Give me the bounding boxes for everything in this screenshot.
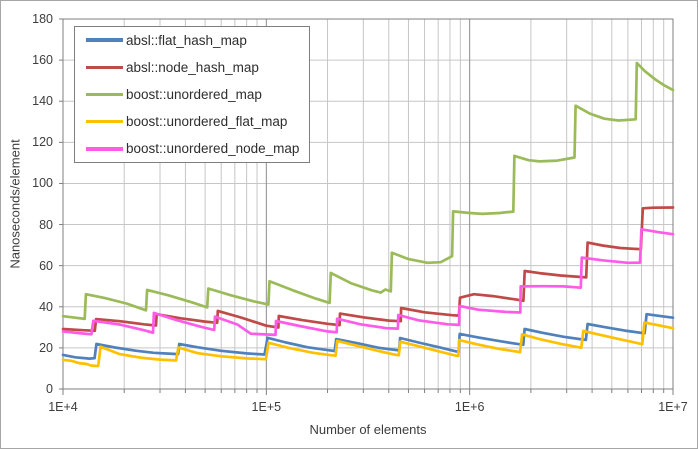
legend-label: boost::unordered_node_map bbox=[126, 141, 300, 157]
y-tick-label: 80 bbox=[39, 217, 53, 232]
legend-swatch bbox=[86, 119, 123, 124]
series-line-boost-unordered-flat-map bbox=[61, 321, 675, 368]
y-tick-label: 140 bbox=[32, 94, 53, 109]
legend-item-absl-node-hash-map: absl::node_hash_map bbox=[75, 54, 309, 81]
legend-swatch bbox=[86, 65, 123, 70]
legend-swatch bbox=[86, 38, 123, 42]
x-tick-label: 1E+7 bbox=[658, 400, 688, 414]
legend-item-boost-unordered-flat-map: boost::unordered_flat_map bbox=[75, 108, 309, 135]
y-tick-label: 120 bbox=[32, 135, 53, 150]
legend-item-absl-flat-hash-map: absl::flat_hash_map bbox=[75, 27, 309, 54]
legend-label: absl::flat_hash_map bbox=[126, 32, 247, 48]
legend-item-boost-unordered-node-map: boost::unordered_node_map bbox=[75, 135, 309, 162]
x-tick-label: 1E+4 bbox=[48, 400, 78, 414]
series-line-absl-flat-hash-map bbox=[61, 312, 675, 360]
legend-label: boost::unordered_map bbox=[126, 87, 262, 102]
y-tick-label: 180 bbox=[32, 12, 53, 26]
y-tick-label: 160 bbox=[32, 53, 53, 68]
legend-item-boost-unordered-map: boost::unordered_map bbox=[75, 81, 309, 108]
legend-swatch bbox=[86, 147, 123, 151]
y-tick-label: 40 bbox=[39, 299, 53, 314]
plot-border bbox=[62, 18, 674, 390]
y-tick-label: 0 bbox=[46, 382, 53, 396]
series-lines bbox=[61, 61, 675, 368]
legend-label: boost::unordered_flat_map bbox=[126, 114, 288, 130]
axis-ticks bbox=[59, 18, 674, 395]
y-tick-label: 60 bbox=[39, 258, 53, 273]
y-axis-title: Nanoseconds/element bbox=[7, 139, 23, 269]
x-tick-label: 1E+5 bbox=[251, 400, 282, 414]
series-line-boost-unordered-map bbox=[61, 61, 675, 321]
y-tick-label: 20 bbox=[39, 340, 53, 355]
legend-swatch bbox=[86, 92, 123, 97]
legend-label: absl::node_hash_map bbox=[126, 59, 259, 75]
x-tick-label: 1E+6 bbox=[454, 400, 485, 414]
x-axis-title: Number of elements bbox=[309, 422, 427, 437]
series-line-boost-unordered-node-map bbox=[61, 227, 675, 337]
y-tick-label: 100 bbox=[32, 176, 53, 191]
